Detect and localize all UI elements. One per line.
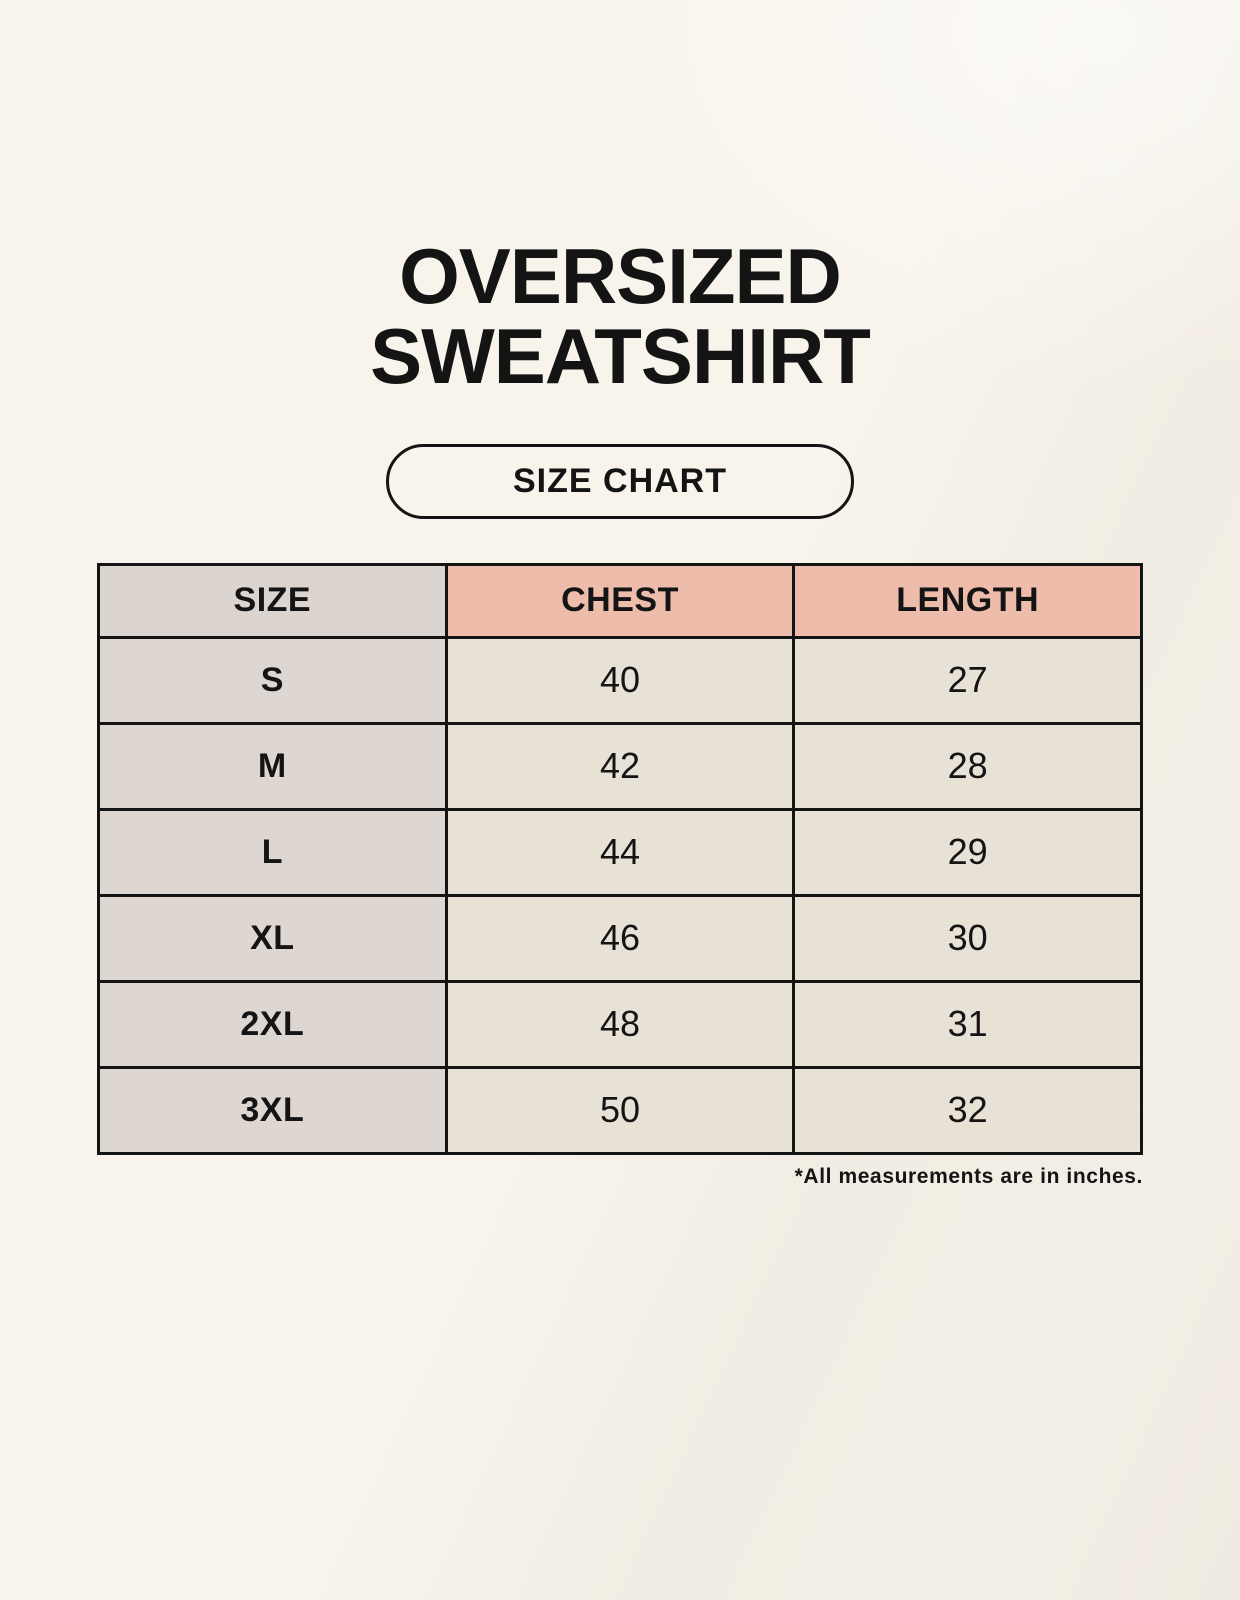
size-cell: XL: [97, 893, 448, 983]
page-title: OVERSIZED SWEATSHIRT: [0, 236, 1240, 397]
column-header-size: SIZE: [97, 562, 448, 639]
table-row: 3XL 50 32: [97, 1065, 1143, 1155]
length-cell: 29: [792, 807, 1143, 897]
header-row: SIZE CHEST LENGTH: [97, 562, 1143, 639]
chest-cell: 48: [444, 979, 796, 1069]
size-chart-poster: OVERSIZED SWEATSHIRT SIZE CHART SIZE CHE…: [0, 236, 1240, 1188]
table-row: XL 46 30: [97, 893, 1143, 983]
measurements-footnote: *All measurements are in inches.: [794, 1164, 1143, 1188]
page-title-line2: SWEATSHIRT: [370, 312, 871, 401]
size-table-body: S 40 27 M 42 28 L 44 29 XL 46 30 2XL 48 …: [97, 635, 1143, 1155]
size-table: SIZE CHEST LENGTH S 40 27 M 42 28 L 44 2…: [97, 562, 1143, 1155]
size-cell: 2XL: [97, 979, 448, 1069]
size-cell: 3XL: [97, 1065, 448, 1155]
size-table-header: SIZE CHEST LENGTH: [97, 562, 1143, 639]
page-title-line1: OVERSIZED: [399, 232, 842, 320]
chest-cell: 50: [444, 1065, 796, 1155]
size-chart-badge-label: SIZE CHART: [513, 461, 727, 500]
chest-cell: 44: [444, 807, 796, 897]
length-cell: 32: [792, 1065, 1143, 1155]
column-header-chest: CHEST: [444, 562, 796, 639]
size-chart-badge: SIZE CHART: [386, 443, 854, 519]
table-row: M 42 28: [97, 721, 1143, 811]
size-cell: M: [97, 721, 448, 811]
length-cell: 30: [792, 893, 1143, 983]
chest-cell: 40: [444, 635, 796, 725]
column-header-length: LENGTH: [792, 562, 1143, 639]
table-row: L 44 29: [97, 807, 1143, 897]
table-row: 2XL 48 31: [97, 979, 1143, 1069]
length-cell: 27: [792, 635, 1143, 725]
table-row: S 40 27: [97, 635, 1143, 725]
length-cell: 28: [792, 721, 1143, 811]
size-cell: S: [97, 635, 448, 725]
chest-cell: 42: [444, 721, 796, 811]
chest-cell: 46: [444, 893, 796, 983]
length-cell: 31: [792, 979, 1143, 1069]
size-cell: L: [97, 807, 448, 897]
